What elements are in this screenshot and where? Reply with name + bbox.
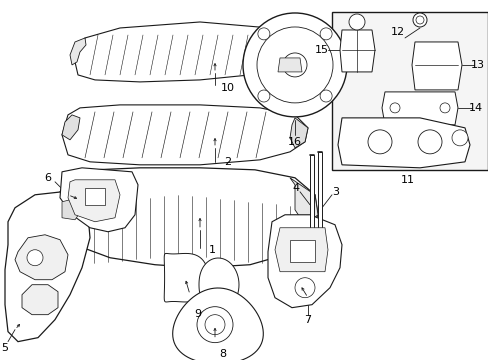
Polygon shape: [267, 215, 341, 308]
Text: 3: 3: [332, 187, 339, 197]
Ellipse shape: [257, 27, 332, 103]
Text: 1: 1: [208, 245, 215, 255]
Polygon shape: [289, 240, 314, 262]
Polygon shape: [172, 288, 263, 360]
Text: 15: 15: [314, 45, 328, 55]
Polygon shape: [68, 180, 120, 222]
Ellipse shape: [197, 307, 232, 343]
Ellipse shape: [415, 16, 423, 24]
Polygon shape: [62, 115, 80, 140]
Ellipse shape: [257, 28, 269, 40]
Polygon shape: [52, 168, 317, 268]
Polygon shape: [62, 198, 82, 220]
Ellipse shape: [294, 278, 314, 298]
Ellipse shape: [27, 250, 43, 266]
Ellipse shape: [389, 103, 399, 113]
Ellipse shape: [204, 315, 224, 335]
Polygon shape: [5, 192, 90, 342]
Text: 11: 11: [400, 175, 414, 185]
Polygon shape: [15, 235, 68, 280]
Polygon shape: [199, 258, 239, 311]
Ellipse shape: [243, 13, 346, 117]
Text: 16: 16: [287, 137, 302, 147]
Polygon shape: [75, 22, 291, 82]
Text: 13: 13: [470, 60, 484, 70]
Text: 4: 4: [292, 183, 299, 193]
Polygon shape: [274, 228, 327, 272]
Ellipse shape: [283, 53, 306, 77]
Polygon shape: [62, 105, 307, 165]
Polygon shape: [55, 178, 95, 222]
Ellipse shape: [320, 28, 331, 40]
Text: 6: 6: [44, 173, 51, 183]
Text: 7: 7: [304, 315, 311, 325]
Text: 10: 10: [221, 83, 235, 93]
Polygon shape: [22, 285, 58, 315]
Polygon shape: [411, 42, 461, 90]
Ellipse shape: [412, 13, 426, 27]
Bar: [331, 12, 487, 170]
Text: 14: 14: [468, 103, 482, 113]
Ellipse shape: [257, 90, 269, 102]
Text: 8: 8: [219, 348, 226, 359]
Text: 5: 5: [1, 343, 8, 353]
Ellipse shape: [451, 130, 467, 146]
Polygon shape: [70, 38, 86, 65]
Polygon shape: [289, 178, 317, 225]
Polygon shape: [289, 118, 307, 148]
Polygon shape: [381, 92, 457, 125]
Polygon shape: [309, 155, 313, 258]
Text: 2: 2: [224, 157, 231, 167]
Polygon shape: [337, 118, 469, 168]
Text: 9: 9: [194, 309, 201, 319]
Text: 12: 12: [390, 27, 404, 37]
Polygon shape: [164, 253, 208, 302]
Ellipse shape: [439, 103, 449, 113]
Polygon shape: [339, 30, 374, 72]
Polygon shape: [278, 58, 302, 72]
Ellipse shape: [367, 130, 391, 154]
Ellipse shape: [320, 90, 331, 102]
Polygon shape: [85, 188, 105, 205]
Ellipse shape: [348, 14, 364, 30]
Polygon shape: [317, 152, 321, 262]
Ellipse shape: [417, 130, 441, 154]
Polygon shape: [60, 168, 138, 232]
